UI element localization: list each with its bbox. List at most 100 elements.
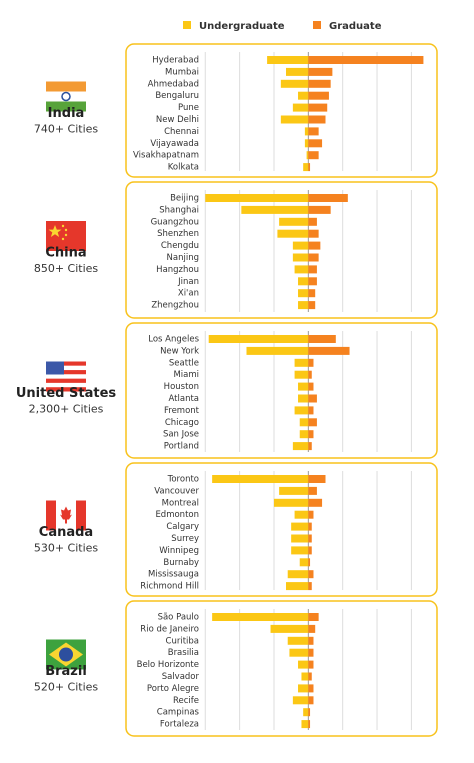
flag [46,361,64,375]
legend-swatch [313,21,321,29]
bar [298,394,309,403]
flag [46,221,86,251]
bar [308,648,314,657]
bar [303,708,309,717]
bar [292,103,309,112]
flag [46,361,86,392]
bar [308,430,314,439]
bar [279,486,309,495]
category-label: Atlanta [169,394,200,404]
category-label: Visakhapatnam [133,151,199,161]
category-label: Pune [178,103,199,113]
bar [308,370,312,379]
bar [308,486,317,495]
bar [308,194,348,202]
panel [125,43,438,178]
panel-subtitle: 740+ Cities [34,123,99,136]
bar [308,720,311,729]
bar [292,696,309,705]
bar [308,301,316,310]
bar [291,546,309,555]
category-label: Chicago [165,418,199,428]
bar [308,67,333,76]
flag [46,81,86,92]
bar [308,289,316,298]
flag [64,228,68,232]
bar [308,335,336,343]
bar [308,253,319,262]
category-label: Chennai [164,127,199,137]
category-label: Bengaluru [155,91,199,101]
bar [291,534,309,543]
category-label: Recife [173,696,199,706]
category-label: Beijing [170,194,199,204]
bar [280,115,309,124]
category-label: Campinas [157,708,200,718]
category-label: Porto Alegre [147,684,199,694]
category-label: Los Angeles [148,335,199,345]
category-label: Brasilia [168,648,199,658]
category-label: Seattle [169,358,199,368]
category-label: Zhengzhou [151,301,199,311]
legend-label: Undergraduate [199,21,285,32]
bar [294,358,309,367]
category-label: Fortaleza [160,720,199,730]
bar [270,624,309,633]
category-label: Shenzhen [157,229,199,239]
bar [298,684,309,693]
panel [125,600,438,737]
category-label: Hangzhou [156,265,199,275]
bar [289,648,309,657]
category-label: São Paulo [158,613,199,623]
panel-title: China [45,246,86,261]
bar [299,418,309,427]
bar [299,430,309,439]
panel-title: India [48,106,85,121]
bar [298,91,309,100]
bar [298,660,309,669]
bar [294,510,309,519]
bar [308,163,311,172]
flag [61,91,71,102]
category-label: Mumbai [165,67,199,77]
category-label: Montreal [162,498,199,508]
flag [46,365,86,371]
flag [46,500,56,531]
bar [292,442,309,451]
flag [59,647,73,662]
bar [292,253,309,262]
bar [286,582,309,591]
category-label: Chengdu [161,241,199,251]
bar [308,708,311,717]
bar [298,289,309,298]
bar [308,696,314,705]
panel-title: Canada [39,525,93,540]
flag [46,370,86,375]
panel [125,181,438,319]
flag [76,500,86,531]
bar [308,79,331,88]
bar [308,394,317,403]
category-label: Mississauga [148,570,199,580]
bar [301,672,309,681]
bar [308,475,326,483]
flag [46,91,86,102]
bar [308,205,331,214]
bar [294,406,309,415]
bar [308,229,319,238]
category-label: Guangzhou [151,217,199,227]
bar [308,684,314,693]
bar [308,139,323,148]
bar [308,672,312,681]
flag [61,224,65,228]
bar [298,277,309,286]
bar [303,163,309,172]
bar [308,406,314,415]
bar [308,346,350,355]
panel-subtitle: 2,300+ Cities [29,403,104,416]
category-label: Richmond Hill [140,582,199,592]
bar [308,151,319,160]
bar [298,301,309,310]
bar [287,636,309,645]
category-label: Edmonton [155,510,199,520]
